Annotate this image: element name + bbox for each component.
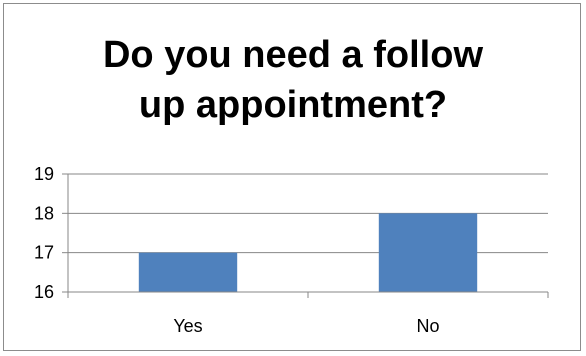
y-tick-label-17: 17	[34, 243, 54, 263]
x-tick-label-yes: Yes	[173, 316, 202, 336]
chart-frame: Do you need a follow up appointment?	[3, 3, 581, 351]
y-tick-label-18: 18	[34, 203, 54, 223]
chart-title-line-2: up appointment?	[138, 84, 448, 126]
y-tick-label-16: 16	[34, 282, 54, 302]
chart-title-line-1: Do you need a follow	[102, 34, 484, 76]
bar-yes	[138, 252, 238, 292]
y-tick-label-19: 19	[34, 164, 54, 184]
x-tick-label-no: No	[416, 316, 439, 336]
bar-no	[378, 213, 478, 292]
chart-title: Do you need a follow up appointment?	[4, 30, 582, 130]
